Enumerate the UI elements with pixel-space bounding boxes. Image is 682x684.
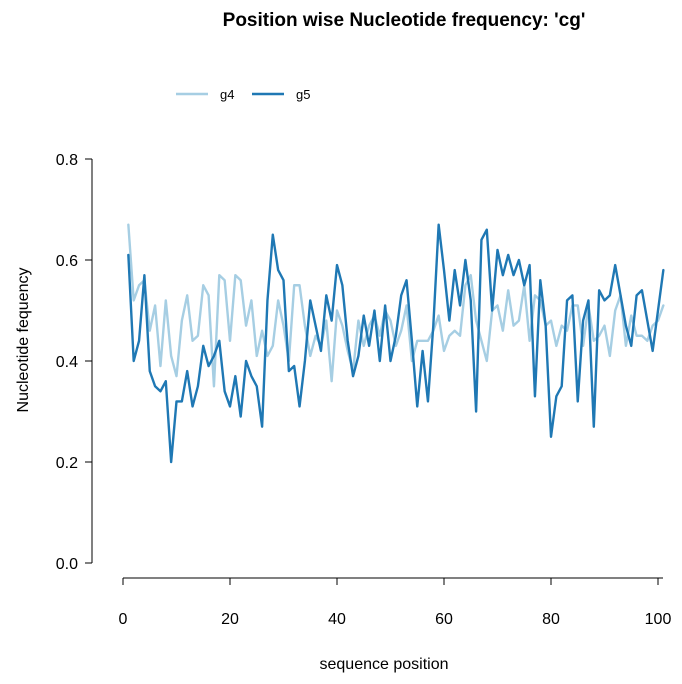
y-tick-label: 0.2 xyxy=(56,455,78,472)
x-tick-label: 60 xyxy=(435,611,453,628)
x-tick-label: 40 xyxy=(328,611,346,628)
x-axis-label: sequence position xyxy=(320,656,449,673)
series-line-g5 xyxy=(127,223,665,464)
x-tick-label: 100 xyxy=(645,611,672,628)
legend-label-g4: g4 xyxy=(220,87,234,102)
series-line-g4 xyxy=(127,223,665,388)
x-tick-label: 20 xyxy=(221,611,239,628)
y-axis-label: Nucleotide fequency xyxy=(15,268,32,413)
x-tick-label: 80 xyxy=(542,611,560,628)
y-tick-label: 0.6 xyxy=(56,253,78,270)
x-tick-label: 0 xyxy=(119,611,128,628)
chart-title: Position wise Nucleotide frequency: 'cg' xyxy=(223,10,586,31)
x-ticks: 0 20 40 60 80 100 xyxy=(119,578,672,628)
y-tick-label: 0.0 xyxy=(56,556,78,573)
y-tick-label: 0.4 xyxy=(56,354,78,371)
y-ticks: 0.0 0.2 0.4 0.6 0.8 xyxy=(56,152,92,573)
y-tick-label: 0.8 xyxy=(56,152,78,169)
legend-label-g5: g5 xyxy=(296,87,310,102)
series-lines xyxy=(127,223,665,464)
legend: g4 g5 xyxy=(176,87,310,102)
